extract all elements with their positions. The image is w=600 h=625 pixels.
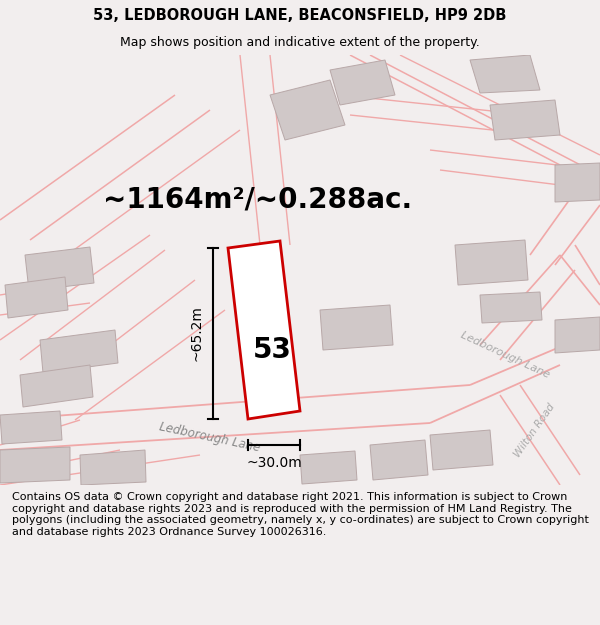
Polygon shape — [470, 55, 540, 93]
Polygon shape — [228, 241, 300, 419]
Text: 53: 53 — [253, 336, 292, 364]
Polygon shape — [270, 80, 345, 140]
Text: Map shows position and indicative extent of the property.: Map shows position and indicative extent… — [120, 36, 480, 49]
Text: ~1164m²/~0.288ac.: ~1164m²/~0.288ac. — [103, 186, 413, 214]
Polygon shape — [480, 292, 542, 323]
Polygon shape — [25, 247, 94, 291]
Polygon shape — [555, 163, 600, 202]
Polygon shape — [430, 430, 493, 470]
Polygon shape — [20, 365, 93, 407]
Polygon shape — [40, 330, 118, 373]
Text: Contains OS data © Crown copyright and database right 2021. This information is : Contains OS data © Crown copyright and d… — [12, 492, 589, 537]
Text: ~65.2m: ~65.2m — [189, 306, 203, 361]
Polygon shape — [455, 240, 528, 285]
Text: Ledborough Lane: Ledborough Lane — [459, 330, 551, 380]
Polygon shape — [330, 60, 395, 105]
Text: 53, LEDBOROUGH LANE, BEACONSFIELD, HP9 2DB: 53, LEDBOROUGH LANE, BEACONSFIELD, HP9 2… — [94, 8, 506, 23]
Polygon shape — [0, 411, 62, 444]
Polygon shape — [80, 450, 146, 485]
Polygon shape — [490, 100, 560, 140]
Text: ~30.0m: ~30.0m — [246, 456, 302, 470]
Polygon shape — [320, 305, 393, 350]
Polygon shape — [300, 451, 357, 484]
Polygon shape — [370, 440, 428, 480]
Polygon shape — [5, 277, 68, 318]
Polygon shape — [0, 447, 70, 483]
Text: Ledborough Lane: Ledborough Lane — [158, 420, 262, 454]
Polygon shape — [555, 317, 600, 353]
Text: Wilton Road: Wilton Road — [513, 401, 557, 459]
